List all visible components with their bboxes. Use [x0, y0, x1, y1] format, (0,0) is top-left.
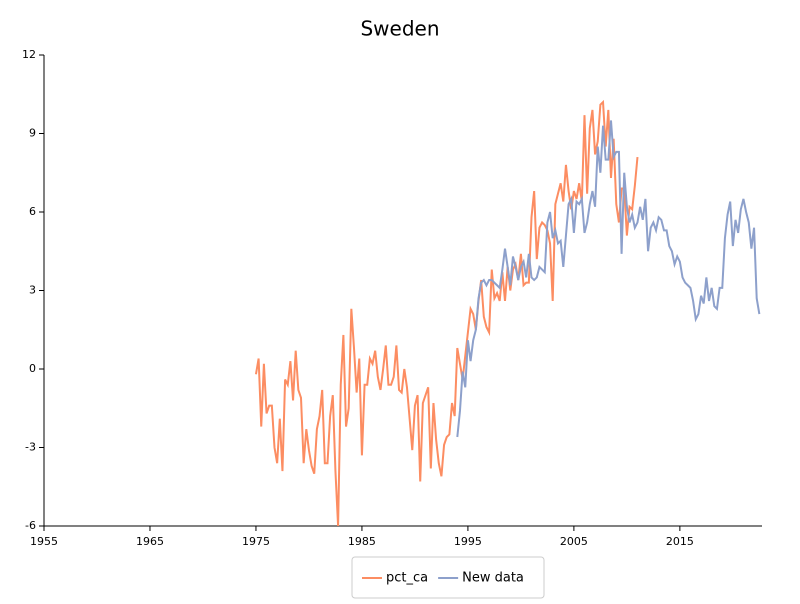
series-line: [456, 120, 761, 438]
y-tick-label: 0: [29, 362, 36, 375]
legend-label: pct_ca: [386, 571, 428, 586]
chart-title: Sweden: [360, 17, 439, 41]
x-tick-label: 1995: [454, 535, 482, 548]
x-tick-label: 1985: [348, 535, 376, 548]
legend-label: New data: [462, 571, 524, 586]
x-tick-label: 2015: [666, 535, 694, 548]
y-tick-label: 6: [29, 205, 36, 218]
y-tick-label: -6: [25, 519, 36, 532]
series-line: [254, 99, 639, 527]
x-tick-label: 1975: [242, 535, 270, 548]
y-tick-label: 3: [29, 284, 36, 297]
x-tick-label: 1955: [30, 535, 58, 548]
x-tick-label: 2005: [560, 535, 588, 548]
y-tick-label: 12: [22, 48, 36, 61]
y-tick-label: -3: [25, 441, 36, 454]
x-tick-label: 1965: [136, 535, 164, 548]
y-tick-label: 9: [29, 127, 36, 140]
